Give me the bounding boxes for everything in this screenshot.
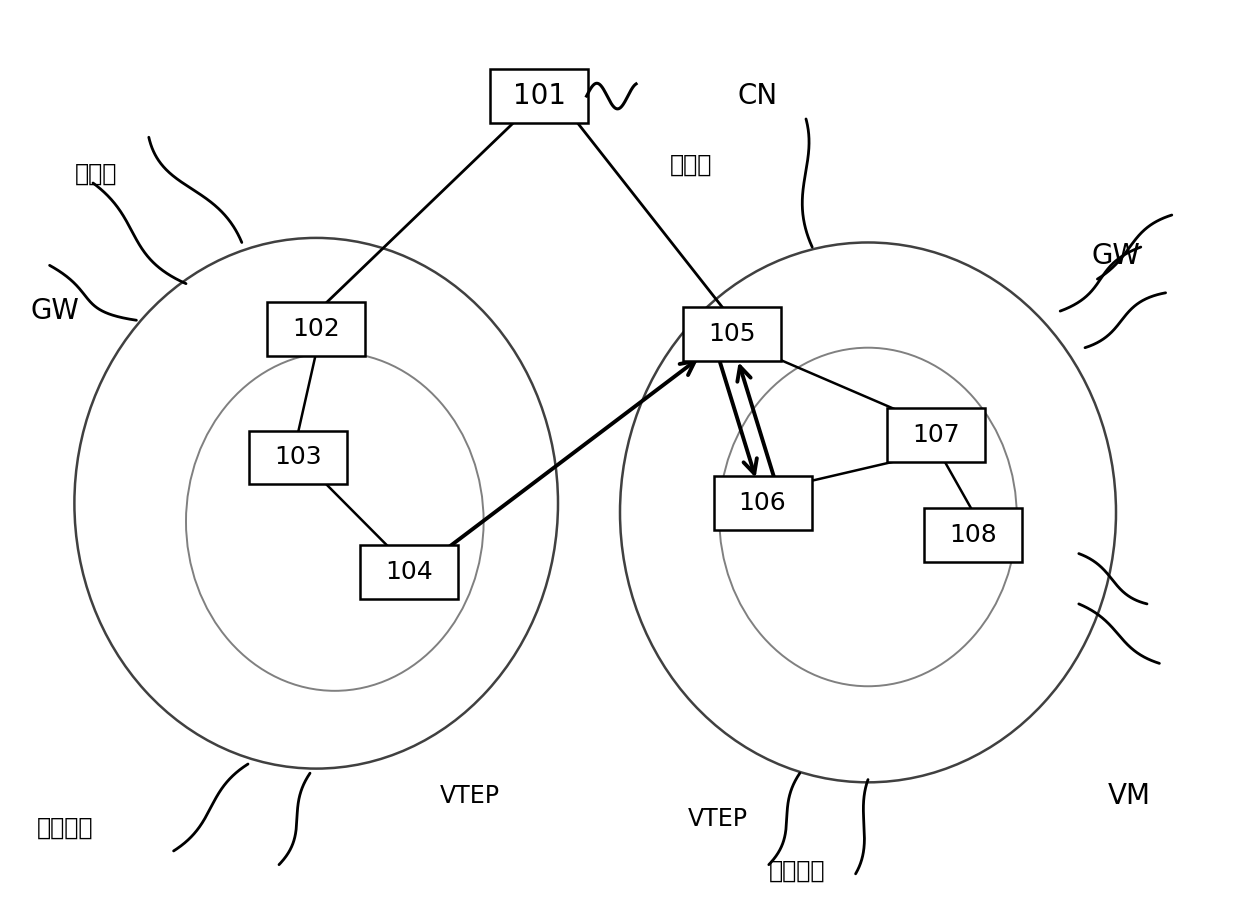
Text: 107: 107 (913, 423, 960, 447)
FancyBboxPatch shape (682, 307, 781, 361)
FancyBboxPatch shape (491, 69, 588, 123)
Text: VTEP: VTEP (688, 807, 748, 831)
Text: 路由器: 路由器 (74, 162, 117, 186)
Text: 101: 101 (513, 82, 565, 110)
Text: 105: 105 (708, 322, 755, 346)
Text: 第一子网: 第一子网 (769, 859, 826, 883)
Text: CN: CN (738, 82, 777, 110)
FancyBboxPatch shape (925, 509, 1022, 562)
FancyBboxPatch shape (248, 431, 346, 485)
FancyBboxPatch shape (361, 545, 459, 599)
Text: 106: 106 (739, 491, 786, 515)
Text: VM: VM (1107, 782, 1151, 810)
Text: 第二子网: 第二子网 (37, 816, 94, 840)
Text: 103: 103 (274, 446, 321, 469)
Text: 108: 108 (950, 523, 997, 547)
Text: GW: GW (1091, 242, 1140, 270)
Text: VTEP: VTEP (440, 784, 500, 808)
Text: GW: GW (31, 297, 79, 325)
Text: 104: 104 (386, 560, 433, 584)
FancyBboxPatch shape (888, 408, 985, 461)
Text: 102: 102 (293, 318, 340, 341)
Text: 路由器: 路由器 (670, 153, 712, 177)
FancyBboxPatch shape (714, 476, 811, 531)
FancyBboxPatch shape (267, 302, 365, 356)
